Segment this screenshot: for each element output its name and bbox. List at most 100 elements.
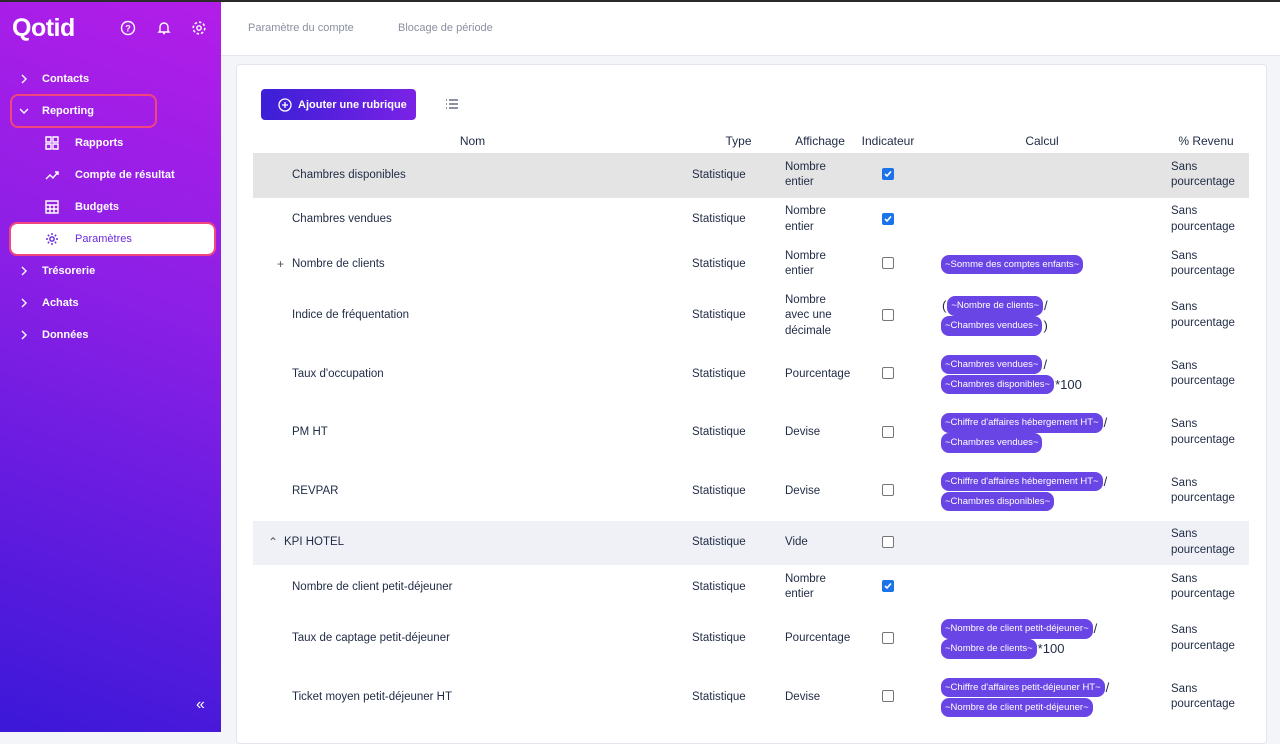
bell-icon[interactable] bbox=[156, 20, 172, 36]
indicator-cell bbox=[855, 520, 921, 565]
row-name: Indice de fréquentation bbox=[292, 309, 410, 321]
table-row[interactable]: Chambres disponibles Statistique Nombre en… bbox=[253, 153, 1249, 198]
nav-subitem[interactable]: Rapports bbox=[0, 128, 221, 158]
name-cell: PM HT bbox=[253, 404, 692, 463]
expander[interactable]: ⌃ bbox=[268, 535, 279, 549]
calc-pill: ~Nombre de clients~ bbox=[941, 639, 1037, 659]
settings-icon[interactable] bbox=[191, 20, 207, 36]
indicator-cell bbox=[855, 610, 921, 669]
indicator-checkbox[interactable] bbox=[882, 631, 894, 644]
indicator-checkbox[interactable] bbox=[882, 535, 894, 548]
calc-pill: ~Chambres vendues~ bbox=[941, 354, 1043, 374]
calc-cell: ~Nombre de client petit-déjeuner~ / ~Nombr… bbox=[921, 610, 1163, 669]
table-row[interactable]: Taux de captage petit-déjeuner Statistiqu… bbox=[253, 610, 1249, 669]
display-cell: Nombre entier bbox=[785, 205, 826, 233]
plus-icon bbox=[278, 97, 292, 112]
table-row[interactable]: PM HT Statistique Devise ~Chiffre d'affaire… bbox=[253, 404, 1249, 463]
svg-text:?: ? bbox=[125, 24, 131, 34]
nav-item[interactable]: Contacts bbox=[0, 64, 221, 94]
nav-subitem[interactable]: Budgets bbox=[0, 192, 221, 222]
logo[interactable]: Qotid bbox=[12, 14, 75, 42]
display-cell: Nombre entier bbox=[785, 249, 826, 278]
add-button[interactable]: Ajouter une rubrique bbox=[261, 89, 416, 120]
indicator-checkbox[interactable] bbox=[882, 580, 894, 593]
column-header: Indicateur bbox=[861, 133, 915, 148]
indicator-checkbox[interactable] bbox=[882, 690, 894, 703]
nav-subitem[interactable]: Compte de résultat bbox=[0, 160, 221, 190]
name-cell: ⌃ KPI HOTEL bbox=[253, 520, 692, 565]
row-name: PM HT bbox=[292, 426, 328, 438]
list-icon[interactable] bbox=[445, 98, 459, 110]
calc-line: ~Chiffre d'affaires hébergement HT~ / bbox=[941, 471, 1163, 491]
tabs: Paramètre du compte Blocage de période bbox=[221, 2, 1280, 56]
row-name: Chambres vendues bbox=[292, 213, 392, 225]
calc-operator: / bbox=[1103, 473, 1108, 489]
nav-label: Contacts bbox=[42, 73, 90, 85]
calc-operator: ( bbox=[942, 298, 947, 313]
calc-cell bbox=[921, 520, 1163, 565]
type-cell: Statistique bbox=[692, 690, 746, 703]
table-row[interactable]: Ticket moyen petit-déjeuner HT Statistiqu… bbox=[253, 668, 1249, 727]
calc-cell: ~Chambres vendues~ / ~Chambres disponibles… bbox=[921, 345, 1163, 404]
nav-item[interactable]: Données bbox=[0, 320, 221, 350]
indicator-checkbox[interactable] bbox=[882, 308, 894, 321]
table-row[interactable]: ⌃ KPI HOTEL Statistique Vide Sans pourcentag… bbox=[253, 520, 1249, 565]
calc-line: ~Somme des comptes enfants~ bbox=[941, 254, 1163, 274]
calc-cell: ~Somme des comptes enfants~ bbox=[921, 242, 1163, 287]
indicator-checkbox[interactable] bbox=[882, 425, 894, 438]
indicator-checkbox[interactable] bbox=[882, 484, 894, 497]
indicator-checkbox[interactable] bbox=[882, 168, 894, 181]
row-name: Ticket moyen petit-déjeuner HT bbox=[292, 690, 453, 703]
expander[interactable]: + bbox=[277, 256, 285, 271]
display-cell: Devise bbox=[785, 426, 821, 438]
display-cell: Devise bbox=[785, 690, 821, 703]
type-cell: Statistique bbox=[692, 580, 746, 593]
calc-cell bbox=[921, 153, 1163, 198]
calc-line: ~Chambres vendues~ bbox=[941, 433, 1163, 453]
grid-icon bbox=[45, 136, 59, 150]
table-row[interactable]: Taux d'occupation Statistique Pourcentage ~… bbox=[253, 345, 1249, 404]
indicator-checkbox[interactable] bbox=[882, 367, 894, 380]
table-row[interactable]: Indice de fréquentation Statistique Nombre… bbox=[253, 287, 1249, 346]
table-row[interactable]: + Nombre de clients Statistique Nombre enti… bbox=[253, 242, 1249, 287]
calc-cell: ~Chiffre d'affaires hébergement HT~ / ~Cha… bbox=[921, 404, 1163, 463]
table-row[interactable]: Nombre de client petit-déjeuner Statistiq… bbox=[253, 565, 1249, 610]
calc-line: ~Chiffre d'affaires hébergement HT~ / bbox=[941, 413, 1163, 433]
table-row[interactable]: Chambres vendues Statistique Nombre entier… bbox=[253, 198, 1249, 243]
table-icon bbox=[45, 200, 59, 214]
collapse-sidebar[interactable]: « bbox=[196, 696, 205, 713]
tab[interactable]: Blocage de période bbox=[398, 22, 493, 34]
calc-line: ~Nombre de client petit-déjeuner~ / bbox=[941, 619, 1163, 639]
calc-pill: ~Chiffre d'affaires hébergement HT~ bbox=[941, 471, 1103, 491]
nav-item[interactable]: Reporting bbox=[10, 94, 157, 128]
calc-pill: ~Somme des comptes enfants~ bbox=[941, 254, 1084, 274]
tab[interactable]: Paramètre du compte bbox=[248, 22, 354, 34]
indicator-cell bbox=[855, 198, 921, 243]
calc-line: ~Nombre de client petit-déjeuner~ bbox=[941, 697, 1163, 717]
indicator-checkbox[interactable] bbox=[882, 212, 894, 225]
display-cell: Nombre entier bbox=[785, 153, 855, 198]
calc-line: ~Chiffre d'affaires petit-déjeuner HT~ / bbox=[941, 677, 1163, 697]
help-icon[interactable]: ? bbox=[120, 20, 136, 36]
type-cell: Statistique bbox=[692, 309, 746, 321]
calc-cell: ~Chiffre d'affaires hébergement HT~ / ~Cha… bbox=[921, 462, 1163, 521]
calc-line: ~Nombre de clients~ *100 bbox=[941, 639, 1163, 659]
nav-item[interactable]: Achats bbox=[0, 288, 221, 318]
name-cell: Taux de captage petit-déjeuner bbox=[253, 610, 692, 669]
nav-item[interactable]: Trésorerie bbox=[0, 256, 221, 286]
down-icon bbox=[19, 108, 29, 114]
nav-subitem[interactable]: Paramètres bbox=[9, 222, 216, 256]
indicator-checkbox[interactable] bbox=[882, 257, 894, 270]
type-cell: Statistique bbox=[692, 153, 785, 198]
type-cell: Statistique bbox=[692, 257, 746, 270]
row-name: Taux de captage petit-déjeuner bbox=[292, 632, 450, 644]
calc-pill: ~Chambres disponibles~ bbox=[941, 374, 1055, 394]
revenue-cell: Sans pourcentage bbox=[1171, 418, 1235, 446]
revenue-cell: Sans pourcentage bbox=[1171, 359, 1235, 388]
table-row[interactable]: REVPAR Statistique Devise ~Chiffre d'affair… bbox=[253, 462, 1249, 521]
nav-label: Données bbox=[42, 329, 89, 341]
check bbox=[884, 171, 892, 178]
type-cell: Statistique bbox=[692, 426, 746, 438]
indicator-cell bbox=[855, 462, 921, 521]
